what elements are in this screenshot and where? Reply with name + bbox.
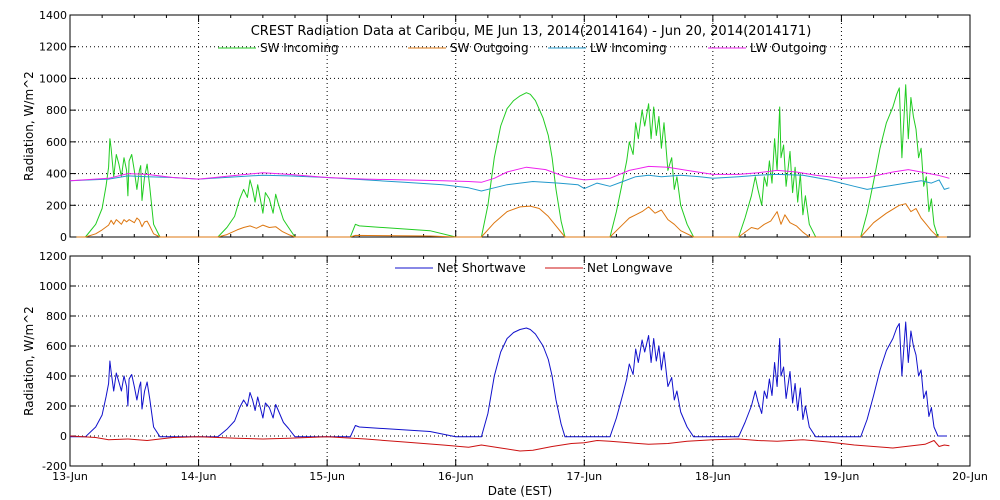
y-tick-label: 800 — [46, 104, 67, 117]
y-axis-label: Radiation, W/m^2 — [22, 71, 36, 181]
plot-frame — [69, 255, 971, 467]
x-tick-label: 15-Jun — [309, 470, 345, 483]
y-tick-label: 200 — [46, 400, 67, 413]
x-tick-label: 20-Jun — [952, 470, 988, 483]
legend-label: SW Incoming — [260, 41, 339, 55]
x-tick-label: 13-Jun — [52, 470, 88, 483]
series-line-sw-outgoing — [76, 203, 947, 238]
legend-label: SW Outgoing — [450, 41, 529, 55]
y-tick-label: -200 — [42, 460, 67, 473]
series-line-lw-outgoing — [69, 165, 950, 183]
y-tick-label: 1000 — [39, 72, 67, 85]
legend-label: Net Longwave — [587, 261, 673, 275]
y-tick-label: 1400 — [39, 9, 67, 22]
legend-label: LW Outgoing — [750, 41, 827, 55]
y-tick-label: 1200 — [39, 250, 67, 263]
x-tick-label: 14-Jun — [181, 470, 217, 483]
series-line-net-shortwave — [70, 321, 947, 438]
legend-label: LW Incoming — [590, 41, 667, 55]
y-tick-label: 1000 — [39, 280, 67, 293]
y-tick-label: 0 — [60, 430, 67, 443]
y-tick-label: 200 — [46, 199, 67, 212]
legend-label: Net Shortwave — [437, 261, 526, 275]
x-tick-label: 17-Jun — [566, 470, 602, 483]
y-axis-label: Radiation, W/m^2 — [22, 306, 36, 416]
y-tick-label: 0 — [60, 231, 67, 244]
series-line-net-longwave — [69, 435, 950, 452]
y-tick-label: 400 — [46, 168, 67, 181]
y-tick-label: 400 — [46, 370, 67, 383]
x-tick-label: 19-Jun — [824, 470, 860, 483]
y-tick-label: 600 — [46, 136, 67, 149]
x-axis-label: Date (EST) — [488, 484, 552, 498]
y-tick-label: 600 — [46, 340, 67, 353]
chart-title: CREST Radiation Data at Caribou, ME Jun … — [251, 24, 812, 39]
series-line-sw-incoming — [76, 84, 947, 238]
series-line-lw-incoming — [69, 173, 950, 192]
y-tick-label: 1200 — [39, 41, 67, 54]
x-tick-label: 18-Jun — [695, 470, 731, 483]
y-tick-label: 800 — [46, 310, 67, 323]
x-tick-label: 16-Jun — [438, 470, 474, 483]
